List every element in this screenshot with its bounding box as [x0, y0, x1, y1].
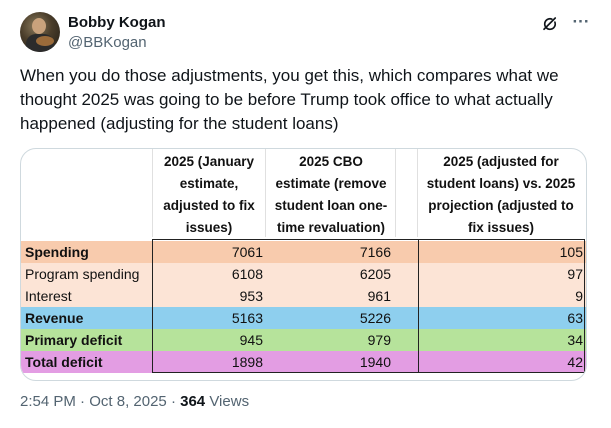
cell-value: 7166 — [359, 244, 391, 260]
cell-value: 953 — [239, 288, 263, 304]
avatar[interactable] — [20, 12, 60, 52]
table-row: Revenue 5163 5226 63 — [21, 307, 586, 329]
table-row: Total deficit 1898 1940 42 — [21, 351, 586, 373]
row-label: Primary deficit — [25, 332, 123, 348]
table-row: Program spending 6108 6205 97 — [21, 263, 586, 285]
cell-value: 5163 — [231, 310, 263, 326]
author-handle[interactable]: @BBKogan — [68, 34, 147, 51]
row-label: Total deficit — [25, 354, 103, 370]
views-label: Views — [209, 393, 250, 410]
cell-value: 34 — [567, 332, 583, 348]
cell-value: 945 — [239, 332, 263, 348]
cell-value: 6205 — [359, 266, 391, 282]
cell-value: 979 — [367, 332, 391, 348]
table-row: Interest 953 961 9 — [21, 285, 586, 307]
spreadsheet: 2025 (January estimate, adjusted to fix … — [21, 149, 586, 380]
separator: · — [80, 393, 86, 410]
row-label: Spending — [25, 244, 89, 260]
tweet-time[interactable]: 2:54 PM — [20, 393, 76, 410]
cell-value: 1898 — [231, 354, 263, 370]
column-header-2: 2025 CBO estimate (remove student loan o… — [274, 154, 388, 235]
tweet-footer: 2:54 PM · Oct 8, 2025 · 364 Views — [20, 392, 249, 412]
row-label: Program spending — [25, 266, 140, 282]
table-row: Primary deficit 945 979 34 — [21, 329, 586, 351]
row-label: Interest — [25, 288, 72, 304]
table-border — [152, 372, 419, 373]
table-border — [152, 239, 153, 373]
table-border — [417, 372, 585, 373]
author-names: Bobby Kogan @BBKogan — [68, 13, 166, 53]
column-header-1: 2025 (January estimate, adjusted to fix … — [163, 154, 255, 235]
views-count: 364 — [180, 393, 206, 410]
table-border — [417, 239, 585, 240]
author-display-name[interactable]: Bobby Kogan — [68, 14, 166, 31]
cell-value: 5226 — [359, 310, 391, 326]
tweet-text: When you do those adjustments, you get t… — [20, 66, 559, 133]
column-header-3: 2025 (adjusted for student loans) vs. 20… — [426, 154, 576, 235]
cell-value: 6108 — [231, 266, 263, 282]
cell-value: 1940 — [359, 354, 391, 370]
cell-value: 105 — [559, 244, 583, 260]
avatar-guitar-shape — [36, 36, 54, 46]
table-row: Spending 7061 7166 105 — [21, 241, 586, 263]
cell-value: 961 — [367, 288, 391, 304]
cell-value: 63 — [567, 310, 583, 326]
tweet-image-table[interactable]: 2025 (January estimate, adjusted to fix … — [20, 148, 587, 381]
cell-value: 7061 — [231, 244, 263, 260]
tweet-header: Bobby Kogan @BBKogan ··· — [20, 12, 595, 56]
cell-value: 9 — [575, 288, 583, 304]
grid-line — [265, 149, 266, 237]
tweet-date[interactable]: Oct 8, 2025 — [89, 393, 167, 410]
table-border — [152, 239, 419, 240]
table-border — [418, 239, 419, 373]
separator: · — [170, 393, 176, 410]
grok-icon[interactable] — [541, 15, 559, 33]
cell-value: 42 — [567, 354, 583, 370]
cell-value: 97 — [567, 266, 583, 282]
row-label: Revenue — [25, 310, 84, 326]
more-icon[interactable]: ··· — [572, 12, 590, 31]
grid-line — [152, 149, 153, 237]
avatar-face-shape — [32, 18, 46, 34]
grid-line — [417, 149, 418, 237]
grid-line — [395, 149, 396, 237]
table-border — [584, 239, 585, 373]
